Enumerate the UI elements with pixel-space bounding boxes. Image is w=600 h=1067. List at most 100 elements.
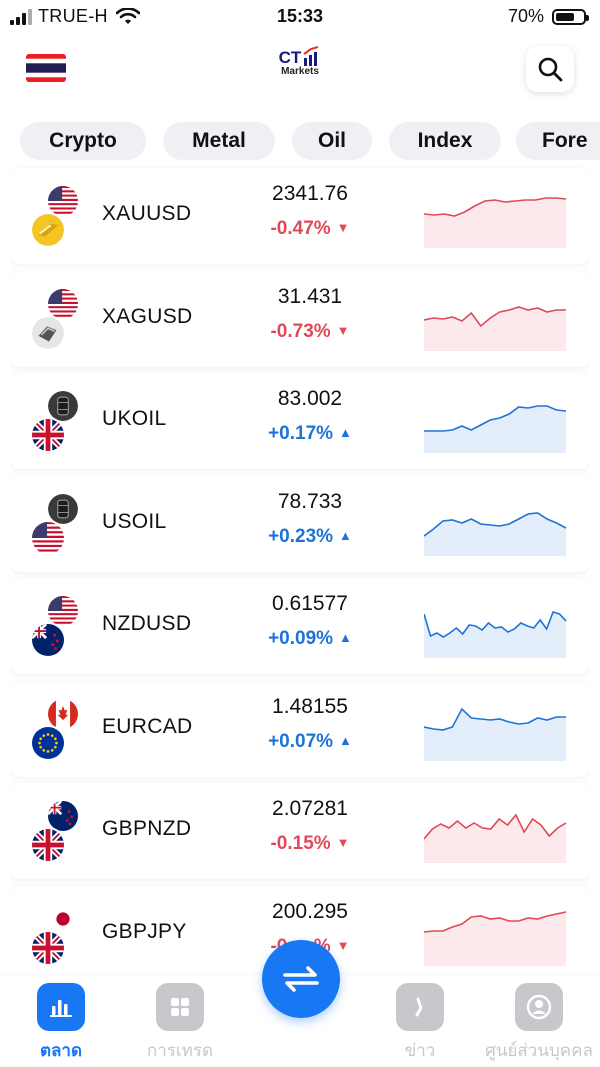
grid-icon <box>156 983 204 1031</box>
sparkline-area <box>424 198 566 248</box>
instrument-change: +0.07% ▲ <box>220 731 400 753</box>
triangle-up-icon: ▲ <box>339 630 352 645</box>
instrument-price: 78.733 <box>277 489 343 513</box>
status-left: TRUE-H <box>10 6 140 27</box>
uk-flag-icon <box>30 417 66 453</box>
triangle-down-icon: ▼ <box>336 937 350 953</box>
instrument-row[interactable]: EURCAD 1.48155 +0.07% ▲ <box>10 680 590 777</box>
tab-metal[interactable]: Metal <box>163 122 275 160</box>
triangle-down-icon: ▼ <box>336 220 350 235</box>
instrument-price: 0.61577 <box>272 592 348 615</box>
instrument-row[interactable]: NZDUSD 0.61577 +0.09% ▲ <box>10 578 590 674</box>
sparkline-line <box>424 813 567 840</box>
instrument-price: 83.002 <box>277 387 343 410</box>
sparkline-chart <box>424 197 567 248</box>
instrument-row[interactable]: GBPNZD 2.07281 -0.15% ▼ <box>10 783 590 879</box>
sparkline-line <box>424 511 567 537</box>
tab-forex[interactable]: Fore <box>516 122 600 160</box>
nav-profile[interactable]: ศูนย์ส่วนบุคคล <box>484 983 594 1064</box>
uk-flag-icon <box>30 827 66 863</box>
sparkline-line <box>424 611 567 638</box>
instrument-change: +0.17% ▲ <box>220 423 400 445</box>
instrument-icons <box>30 799 90 865</box>
instrument-price: 2.07281 <box>272 797 348 820</box>
instrument-icons <box>30 286 90 353</box>
battery-icon <box>552 8 589 25</box>
triangle-up-icon: ▲ <box>339 732 352 748</box>
wifi-icon <box>115 7 140 24</box>
status-right: 70% <box>507 6 589 27</box>
instrument-change: -0.73% ▼ <box>220 321 400 343</box>
nz-flag-icon <box>30 622 66 658</box>
tab-crypto[interactable]: Crypto <box>20 122 146 160</box>
sparkline-chart <box>424 511 567 556</box>
instrument-change: -0.47% ▼ <box>220 218 400 240</box>
instrument-row[interactable]: USOIL 78.733 +0.23% ▲ <box>10 475 590 572</box>
instrument-row[interactable]: XAUUSD 2341.76 -0.47% ▼ <box>10 168 590 264</box>
instrument-symbol: XAUUSD <box>102 202 192 225</box>
oil-barrel-icon <box>46 491 80 526</box>
trade-fab-button[interactable] <box>262 940 340 1018</box>
eu-flag-icon <box>30 724 66 761</box>
sparkline-area <box>424 815 566 863</box>
triangle-down-icon: ▼ <box>336 835 350 850</box>
instrument-change: +0.09% ▲ <box>220 628 400 650</box>
instrument-icons <box>30 696 90 763</box>
nav-news[interactable]: ข่าว <box>365 983 475 1064</box>
change-value: +0.07% <box>268 730 334 752</box>
instrument-symbol: EURCAD <box>102 714 193 738</box>
sparkline-area <box>424 406 566 453</box>
sparkline-chart <box>424 910 567 966</box>
oil-barrel-icon <box>46 389 80 423</box>
thailand-flag-icon[interactable] <box>26 54 66 82</box>
ct-markets-logo: CT Markets <box>270 46 330 94</box>
silver-coin-icon <box>30 314 66 351</box>
change-value: -0.47% <box>270 218 331 239</box>
sparkline-chart <box>424 611 567 658</box>
canada-flag-icon <box>46 696 80 731</box>
signal-icon <box>10 8 32 25</box>
us-flag-icon <box>46 184 80 218</box>
logo-text: CT <box>278 48 302 67</box>
sparkline-line <box>424 707 566 731</box>
us-flag-icon <box>46 286 80 321</box>
instrument-change: +0.23% ▲ <box>220 526 400 548</box>
battery-percent: 70% <box>507 6 544 26</box>
instrument-price: 2341.76 <box>272 182 348 205</box>
change-value: +0.17% <box>268 423 334 444</box>
instrument-symbol: NZDUSD <box>102 612 192 635</box>
japan-flag-icon <box>46 901 80 936</box>
search-button[interactable] <box>526 46 574 92</box>
sparkline-line <box>424 910 567 933</box>
triangle-up-icon: ▲ <box>339 425 352 440</box>
nav-market[interactable]: ตลาด <box>6 983 116 1064</box>
sparkline-chart <box>424 707 566 761</box>
nav-trade-label: การเทรด <box>146 1041 214 1060</box>
logo-chart-icon <box>303 46 319 66</box>
sparkline-area <box>424 708 566 761</box>
change-value: +0.09% <box>268 628 334 649</box>
gold-coin-icon <box>30 212 66 248</box>
sparkline-area <box>424 612 566 658</box>
sparkline-chart <box>424 305 566 351</box>
instrument-price: 31.431 <box>277 284 343 308</box>
instrument-icons <box>30 184 90 250</box>
sparkline-chart <box>424 813 567 863</box>
sparkline-line <box>424 305 566 327</box>
instrument-row[interactable]: UKOIL 83.002 +0.17% ▲ <box>10 373 590 469</box>
instrument-row[interactable]: XAGUSD 31.431 -0.73% ▼ <box>10 270 590 367</box>
tab-index[interactable]: Index <box>389 122 501 160</box>
user-icon <box>515 983 563 1031</box>
uk-flag-icon <box>30 929 66 966</box>
sparkline-line <box>424 197 567 217</box>
tab-oil[interactable]: Oil <box>292 122 372 160</box>
nav-market-label: ตลาด <box>39 1041 83 1060</box>
instrument-icons <box>30 901 90 968</box>
sparkline-area <box>424 512 566 556</box>
app-header: CT Markets <box>0 36 600 106</box>
instrument-change: -0.15% ▼ <box>220 833 400 855</box>
triangle-down-icon: ▼ <box>336 322 350 338</box>
instrument-symbol: GBPJPY <box>102 919 187 943</box>
nav-trade[interactable]: การเทรด <box>125 983 235 1064</box>
instrument-icons <box>30 594 90 660</box>
